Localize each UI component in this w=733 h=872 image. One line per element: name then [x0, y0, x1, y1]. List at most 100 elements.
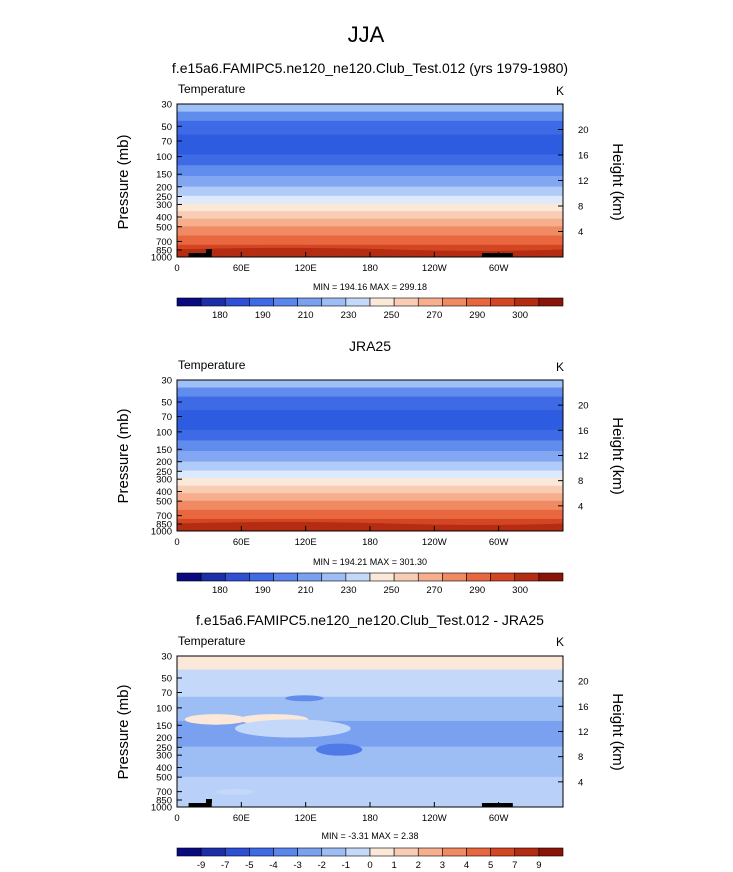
panel-1-ylabel-right: Height (km) — [609, 143, 626, 221]
y-tick-label: 70 — [161, 136, 172, 147]
colorbar-swatch — [249, 297, 274, 307]
colorbar-swatch — [393, 297, 419, 307]
y-tick-label: 850 — [156, 796, 172, 807]
colorbar-label: 210 — [298, 310, 314, 321]
contour-band — [177, 104, 563, 113]
y-tick-label: 30 — [161, 376, 172, 387]
colorbar-label: 290 — [469, 585, 485, 596]
contour-band — [177, 440, 563, 452]
colorbar-label: 250 — [384, 585, 400, 596]
y-tick-label: 100 — [156, 703, 172, 714]
y-tick-label: 50 — [161, 397, 172, 408]
contour-band — [177, 235, 563, 246]
colorbar-swatch — [466, 847, 491, 857]
x-tick-label: 180 — [362, 263, 378, 274]
panel-3-units: K — [556, 635, 564, 649]
colorbar-label: 180 — [212, 585, 228, 596]
colorbar-swatch — [321, 297, 347, 307]
colorbar-swatch — [442, 572, 467, 582]
y-right-tick-label: 4 — [578, 227, 583, 238]
topography — [205, 249, 212, 253]
y-tick-label: 300 — [156, 200, 172, 211]
y-tick-label: 500 — [156, 497, 172, 508]
y-tick-label: 500 — [156, 773, 172, 784]
colorbar-label: 7 — [512, 860, 517, 871]
colorbar-label: -9 — [197, 860, 205, 871]
colorbar-swatch — [538, 847, 564, 857]
figure-title: JJA — [348, 22, 385, 47]
topography — [481, 253, 513, 257]
x-tick-label: 180 — [362, 813, 378, 824]
y-tick-label: 150 — [156, 445, 172, 456]
colorbar-swatch — [345, 572, 371, 582]
colorbar-swatch — [273, 572, 298, 582]
y-right-tick-label: 8 — [578, 752, 583, 763]
contour-band — [177, 154, 563, 166]
colorbar-swatch — [297, 572, 323, 582]
colorbar-swatch — [297, 297, 323, 307]
y-right-tick-label: 16 — [578, 426, 589, 437]
y-tick-label: 100 — [156, 427, 172, 438]
y-right-tick-label: 8 — [578, 476, 583, 487]
colorbar-swatch — [393, 572, 419, 582]
colorbar-swatch — [321, 847, 347, 857]
y-tick-label: 50 — [161, 673, 172, 684]
y-tick-label: 70 — [161, 412, 172, 423]
contour-band — [177, 211, 563, 220]
panel-1-title: f.e15a6.FAMIPC5.ne120_ne120.Club_Test.01… — [172, 60, 568, 76]
x-tick-label: 120E — [295, 537, 317, 548]
y-tick-label: 70 — [161, 688, 172, 699]
y-tick-label: 50 — [161, 122, 172, 133]
x-tick-label: 0 — [174, 537, 179, 548]
colorbar-swatch — [224, 297, 250, 307]
colorbar-swatch — [538, 297, 564, 307]
contour-feature — [234, 719, 351, 738]
colorbar-swatch — [466, 297, 491, 307]
colorbar-label: 9 — [536, 860, 541, 871]
colorbar-label: 270 — [426, 310, 442, 321]
y-right-tick-label: 20 — [578, 125, 589, 136]
colorbar-swatch — [442, 847, 467, 857]
panel-1-stats: MIN = 194.16 MAX = 299.18 — [313, 282, 427, 292]
x-tick-label: 60E — [233, 263, 250, 274]
contour-band — [177, 720, 563, 748]
panel-1-colorbar: 180 190 210 230 250 270 290 300 — [176, 297, 564, 321]
colorbar-swatch — [345, 847, 371, 857]
x-tick-label: 0 — [174, 813, 179, 824]
contour-band — [177, 120, 563, 136]
y-tick-label: 1000 — [151, 253, 172, 264]
colorbar-swatch — [249, 847, 274, 857]
x-tick-label: 60E — [233, 537, 250, 548]
contour-band — [177, 203, 563, 212]
contour-feature — [184, 714, 247, 725]
y-tick-label: 300 — [156, 751, 172, 762]
panel-3: f.e15a6.FAMIPC5.ne120_ne120.Club_Test.01… — [115, 612, 626, 871]
panel-3-title: f.e15a6.FAMIPC5.ne120_ne120.Club_Test.01… — [196, 612, 544, 628]
y-tick-label: 30 — [161, 652, 172, 663]
y-right-tick-label: 12 — [578, 451, 589, 462]
colorbar-swatch — [369, 847, 395, 857]
colorbar-label: -3 — [293, 860, 301, 871]
y-right-tick-label: 8 — [578, 202, 583, 213]
colorbar-swatch — [490, 847, 516, 857]
y-tick-label: 300 — [156, 475, 172, 486]
colorbar-label: 210 — [298, 585, 314, 596]
colorbar-swatch — [200, 572, 226, 582]
panel-2: JRA25 3050701001502002503004005007008501… — [115, 338, 626, 596]
panel-1: f.e15a6.FAMIPC5.ne120_ne120.Club_Test.01… — [115, 60, 626, 321]
panel-1-ylabel: Pressure (mb) — [115, 134, 132, 229]
x-tick-label: 180 — [362, 537, 378, 548]
y-tick-label: 200 — [156, 733, 172, 744]
y-right-tick-label: 12 — [578, 176, 589, 187]
contour-feature — [315, 743, 363, 756]
colorbar-label: 230 — [341, 310, 357, 321]
colorbar-swatch — [249, 572, 274, 582]
colorbar-label: 4 — [464, 860, 469, 871]
contour-band — [177, 429, 563, 441]
colorbar-label: 190 — [255, 585, 271, 596]
panel-3-ylabel: Pressure (mb) — [115, 684, 132, 779]
y-tick-label: 100 — [156, 152, 172, 163]
panel-3-stats: MIN = -3.31 MAX = 2.38 — [321, 831, 418, 841]
colorbar-label: -7 — [221, 860, 229, 871]
